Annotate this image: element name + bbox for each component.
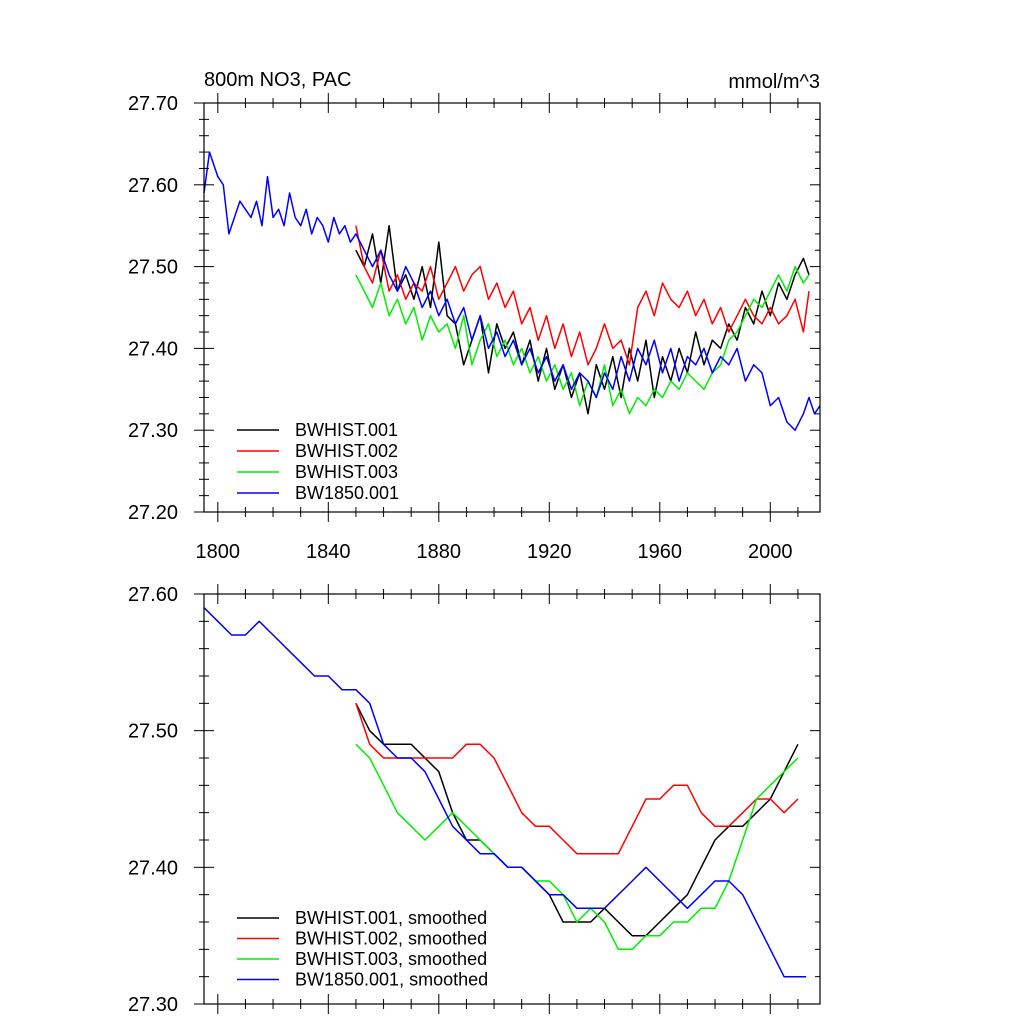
x-tick-label: 1960	[638, 541, 683, 563]
y-tick-label: 27.60	[128, 175, 178, 197]
chart-title: 800m NO3, PAC	[204, 69, 351, 91]
plot-frame	[203, 593, 821, 1005]
legend-label: BWHIST.003, smoothed	[295, 949, 487, 969]
legend-label: BWHIST.001, smoothed	[295, 908, 487, 928]
series-line-4	[203, 151, 821, 431]
series-line-4	[203, 607, 807, 978]
legend-label: BW1850.001	[295, 483, 399, 503]
y-tick-label: 27.70	[128, 93, 178, 115]
legend-label: BWHIST.001	[295, 420, 398, 440]
y-tick-label: 27.30	[128, 420, 178, 442]
y-tick-label: 27.50	[128, 721, 178, 743]
series-lines	[203, 607, 807, 978]
legend-label: BW1850.001, smoothed	[295, 970, 488, 990]
x-tick-label: 1800	[196, 541, 241, 563]
series-line-2	[355, 703, 799, 855]
y-tick-label: 27.40	[128, 338, 178, 360]
x-tick-label: 1920	[527, 541, 572, 563]
axes: 27.30 27.40 27.50 27.60	[128, 584, 820, 1016]
series-line-1	[355, 702, 799, 937]
units-label: mmol/m^3	[728, 71, 820, 93]
y-tick-label: 27.20	[128, 502, 178, 524]
series-lines	[203, 151, 821, 431]
legend-label: BWHIST.002	[295, 441, 398, 461]
plot-frame	[203, 102, 821, 513]
bottom-panel: 27.30 27.40 27.50 27.60 BWHIST.001, smoothe…	[128, 584, 821, 1016]
series-line-3	[355, 265, 810, 415]
legend-label: BWHIST.003	[295, 462, 398, 482]
top-panel: 800m NO3, PAC mmol/m^3 27.2027.3027.4027…	[128, 69, 821, 563]
y-tick-label: 27.50	[128, 257, 178, 279]
series-line-2	[355, 225, 810, 366]
x-tick-label: 1880	[417, 541, 462, 563]
x-tick-label: 2000	[748, 541, 793, 563]
y-tick-label: 27.60	[128, 584, 178, 606]
x-tick-label: 1840	[306, 541, 351, 563]
series-line-1	[355, 224, 810, 415]
axes: 27.20 27.30 27.40 27.50 27.60 27.70 1800 1840 18…	[128, 93, 820, 563]
legend-label: BWHIST.002, smoothed	[295, 929, 487, 949]
y-tick-label: 27.30	[128, 994, 178, 1016]
y-tick-label: 27.40	[128, 857, 178, 879]
series-line-3	[355, 743, 799, 951]
